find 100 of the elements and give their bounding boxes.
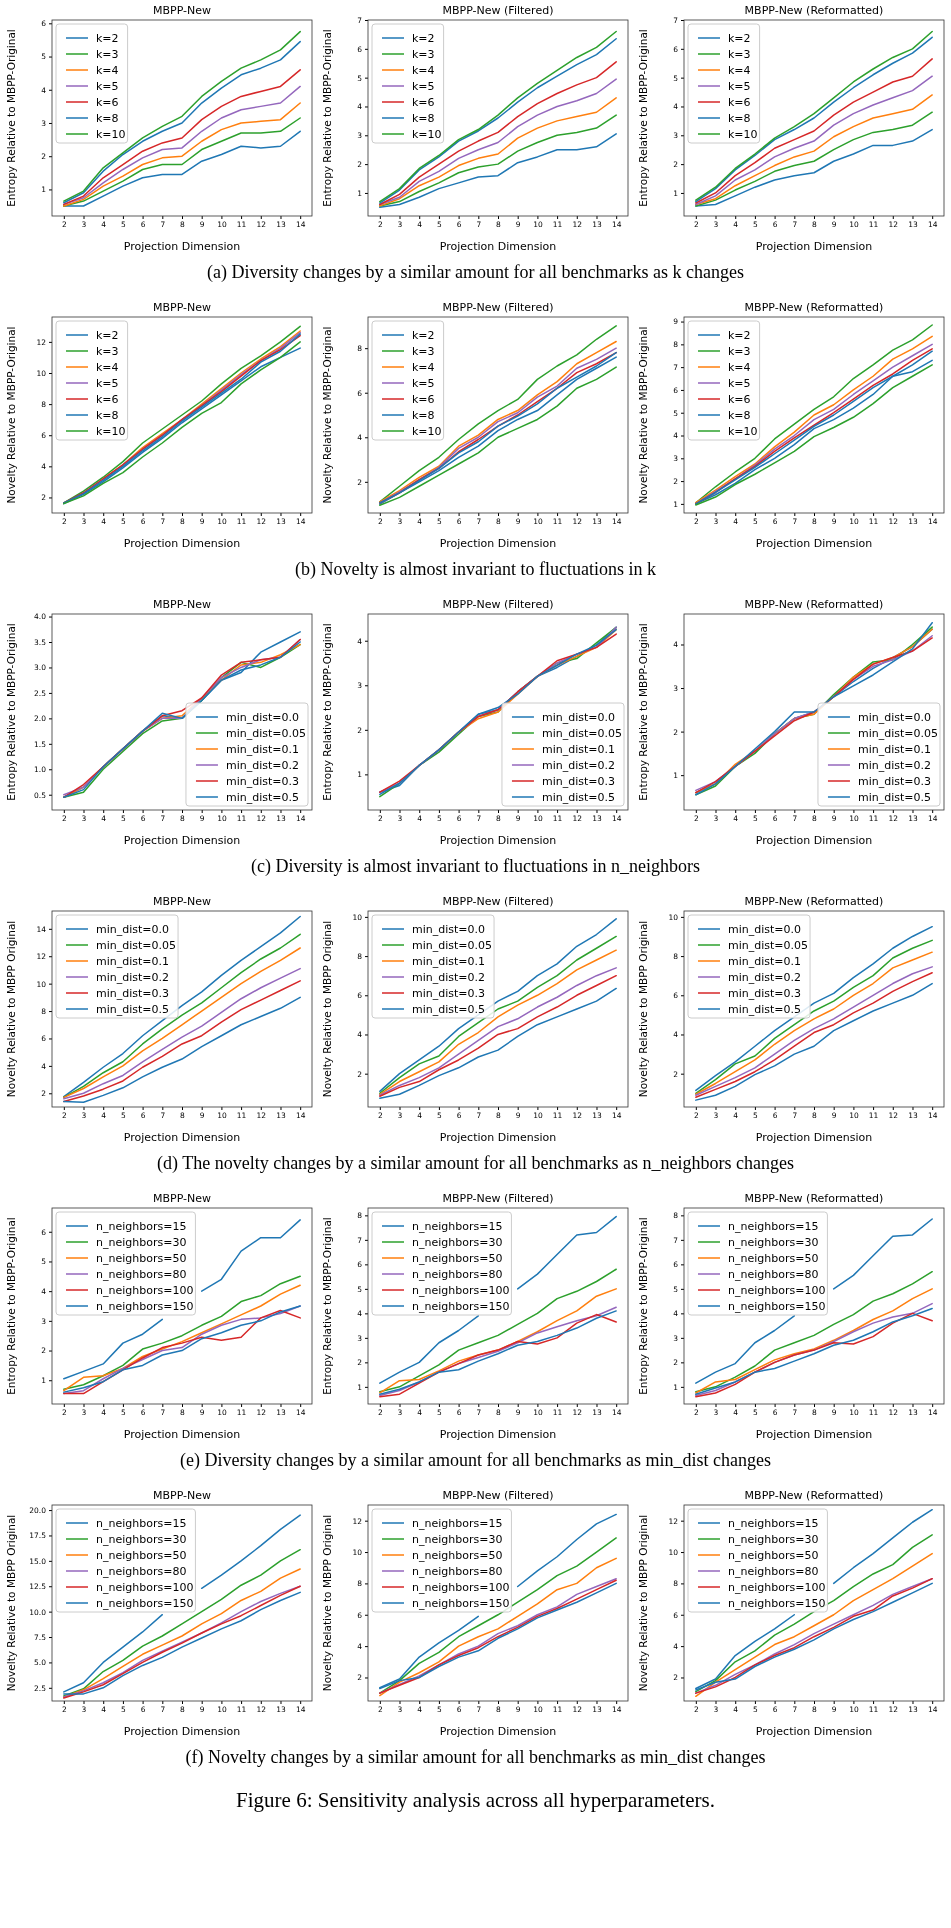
legend-label: min_dist=0.2 (95, 971, 169, 984)
text: (a) Diversity changes by a similar amount for all benchmarks as k changes (207, 262, 744, 282)
chart-title: MBPP-New (Filtered) (442, 598, 553, 611)
chart-title: MBPP-New (Filtered) (442, 895, 553, 908)
x-axis-title: Projection Dimension (439, 834, 556, 847)
legend-label: n_neighbors=50 (411, 1549, 502, 1562)
legend-label: min_dist=0.1 (411, 955, 485, 968)
legend-label: n_neighbors=150 (727, 1597, 825, 1610)
legend-label: min_dist=0.0 (411, 923, 485, 936)
legend-label: min_dist=0.0 (225, 711, 299, 724)
legend-label: k=10 (411, 425, 442, 438)
legend-label: min_dist=0.1 (225, 743, 299, 756)
legend-label: n_neighbors=150 (411, 1300, 509, 1313)
legend-label: n_neighbors=150 (411, 1597, 509, 1610)
x-axis-title: Projection Dimension (439, 1131, 556, 1144)
legend-label: k=2 (95, 329, 119, 342)
text: (d) The novelty changes by a similar amount for all benchmarks as n_neighbors changes (157, 1153, 794, 1173)
legend-label: n_neighbors=100 (95, 1284, 193, 1297)
legend-label: min_dist=0.05 (857, 727, 938, 740)
legend-label: n_neighbors=30 (411, 1236, 502, 1249)
legend-label: n_neighbors=150 (95, 1300, 193, 1313)
y-axis-title: Novelty Relative to MBPP-Original (636, 326, 649, 504)
legend-label: k=4 (727, 361, 751, 374)
legend-label: n_neighbors=50 (411, 1252, 502, 1265)
caption: Figure 6: Sensitivity analysis across all hyperparameters. (236, 1788, 715, 1812)
legend-label: k=3 (727, 48, 751, 61)
y-axis-title: Entropy Relative to MBPP-Original (320, 623, 333, 801)
y-axis-title: Entropy Relative to MBPP-Original (320, 1217, 333, 1395)
x-axis-title: Projection Dimension (123, 240, 240, 253)
y-axis-title: Novelty Relative to MBPP Original (636, 920, 649, 1098)
chart-title: MBPP-New (Reformatted) (744, 1192, 883, 1205)
legend-label: min_dist=0.2 (225, 759, 299, 772)
legend-label: min_dist=0.1 (857, 743, 931, 756)
legend-label: min_dist=0.5 (95, 1003, 169, 1016)
chart-title: MBPP-New (152, 1489, 211, 1502)
legend-label: n_neighbors=80 (95, 1268, 186, 1281)
legend-label: k=10 (727, 128, 758, 141)
legend-label: k=10 (95, 425, 126, 438)
legend-label: k=2 (411, 329, 435, 342)
legend-label: n_neighbors=15 (727, 1220, 818, 1233)
x-axis-title: Projection Dimension (123, 1725, 240, 1738)
legend-label: n_neighbors=100 (95, 1581, 193, 1594)
legend-label: n_neighbors=100 (727, 1581, 825, 1594)
y-axis-title: Entropy Relative to MBPP-Original (4, 623, 17, 801)
y-axis-title: Entropy Relative to MBPP-Original (636, 623, 649, 801)
legend-label: min_dist=0.05 (95, 939, 176, 952)
x-axis-title: Projection Dimension (439, 1725, 556, 1738)
x-axis-title: Projection Dimension (123, 537, 240, 550)
legend-label: min_dist=0.2 (727, 971, 801, 984)
legend-label: min_dist=0.2 (857, 759, 931, 772)
x-axis-title: Projection Dimension (755, 1725, 872, 1738)
legend-label: k=2 (411, 32, 435, 45)
legend-label: k=6 (727, 393, 751, 406)
legend-label: n_neighbors=30 (95, 1236, 186, 1249)
legend-label: n_neighbors=50 (95, 1252, 186, 1265)
legend-label: k=8 (727, 409, 751, 422)
text: (c) Diversity is almost invariant to fluctuations in n_neighbors (251, 856, 700, 876)
legend-label: min_dist=0.5 (727, 1003, 801, 1016)
legend-label: k=10 (727, 425, 758, 438)
y-axis-title: Entropy Relative to MBPP-Original (4, 1217, 17, 1395)
x-axis-title: Projection Dimension (439, 1428, 556, 1441)
legend-label: k=10 (411, 128, 442, 141)
chart-title: MBPP-New (Filtered) (442, 301, 553, 314)
x-axis-title: Projection Dimension (755, 1428, 872, 1441)
legend-label: k=2 (95, 32, 119, 45)
x-axis-title: Projection Dimension (123, 1131, 240, 1144)
legend-label: k=3 (411, 48, 435, 61)
legend-label: min_dist=0.05 (411, 939, 492, 952)
legend-label: k=8 (95, 112, 119, 125)
legend-label: k=2 (727, 329, 751, 342)
legend-label: n_neighbors=50 (727, 1549, 818, 1562)
legend-label: n_neighbors=15 (411, 1220, 502, 1233)
legend-label: n_neighbors=150 (727, 1300, 825, 1313)
legend-label: min_dist=0.3 (727, 987, 801, 1000)
legend-label: k=4 (411, 361, 435, 374)
legend-label: n_neighbors=30 (727, 1533, 818, 1546)
legend-label: n_neighbors=15 (95, 1517, 186, 1530)
legend-label: k=4 (411, 64, 435, 77)
legend-label: k=3 (95, 345, 119, 358)
legend-label: min_dist=0.1 (541, 743, 615, 756)
legend-label: k=5 (95, 377, 119, 390)
legend-label: min_dist=0.5 (411, 1003, 485, 1016)
legend-label: k=8 (411, 409, 435, 422)
legend-label: k=5 (727, 377, 751, 390)
legend-label: k=5 (95, 80, 119, 93)
legend-label: k=6 (411, 393, 435, 406)
y-axis-title: Novelty Relative to MBPP Original (636, 1514, 649, 1692)
legend-label: n_neighbors=50 (95, 1549, 186, 1562)
legend-label: n_neighbors=30 (95, 1533, 186, 1546)
legend-label: n_neighbors=80 (411, 1565, 502, 1578)
legend-label: k=8 (727, 112, 751, 125)
x-axis-title: Projection Dimension (755, 537, 872, 550)
legend-label: min_dist=0.5 (857, 791, 931, 804)
chart-title: MBPP-New (Reformatted) (744, 895, 883, 908)
legend-label: n_neighbors=15 (411, 1517, 502, 1530)
legend-label: k=4 (95, 64, 119, 77)
legend-label: k=6 (411, 96, 435, 109)
legend-label: k=4 (727, 64, 751, 77)
legend-label: min_dist=0.2 (541, 759, 615, 772)
legend-label: min_dist=0.3 (541, 775, 615, 788)
